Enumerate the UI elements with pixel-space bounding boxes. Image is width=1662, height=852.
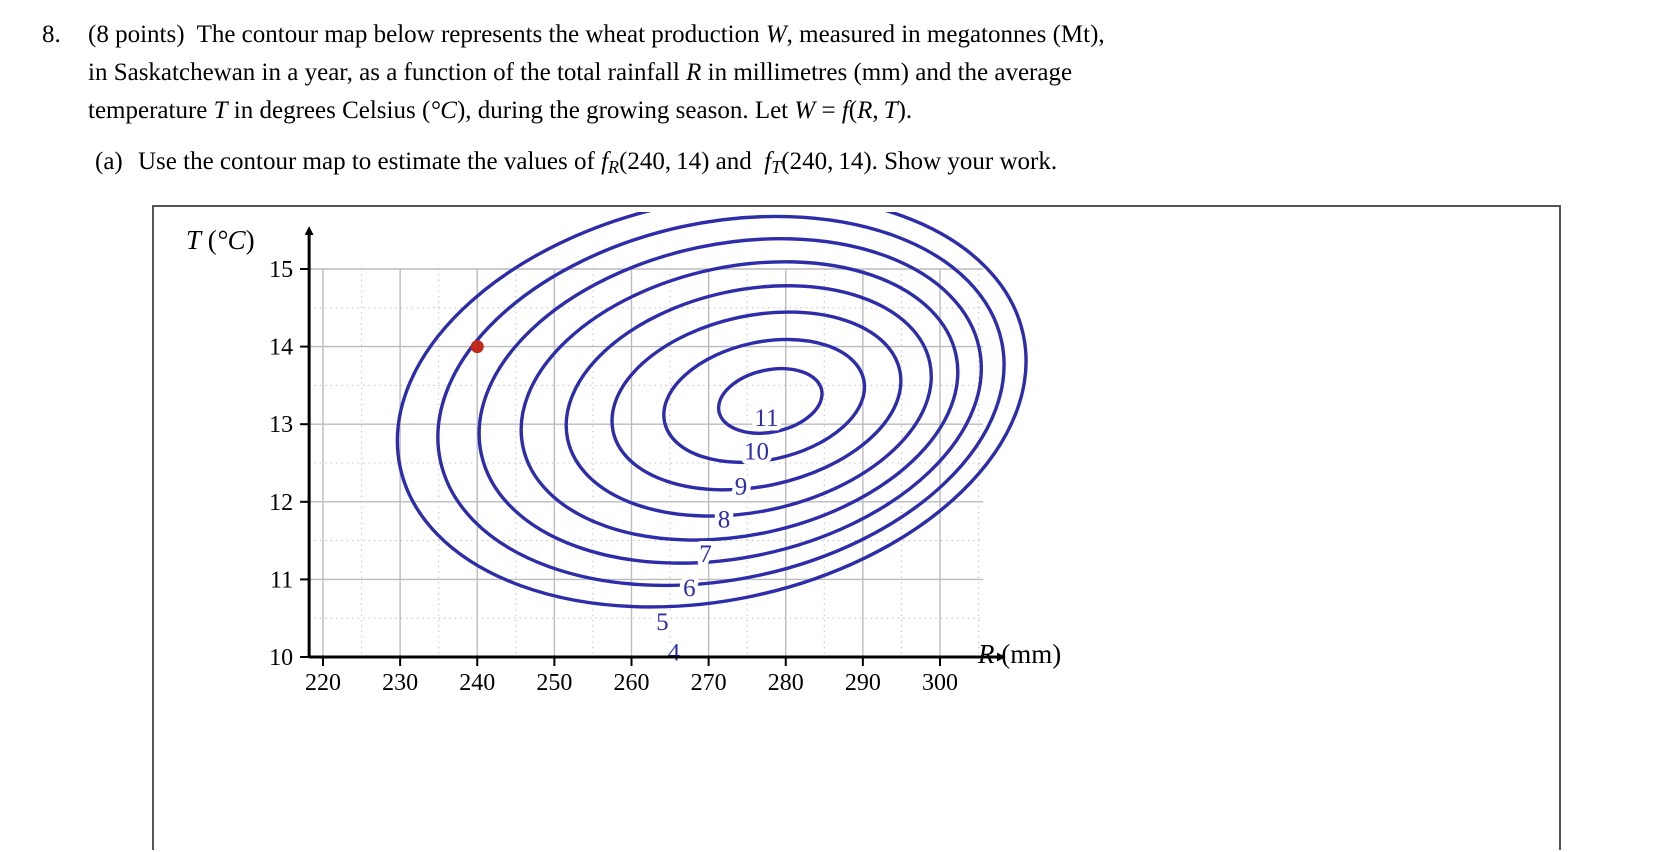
contour-label-halo: 11 <box>754 405 778 432</box>
contour-label-halo: 4 <box>668 639 681 666</box>
contour-label-halo: 7 <box>699 541 712 568</box>
contour-line-5 <box>436 214 1006 588</box>
y-tick-label-10: 10 <box>269 645 293 671</box>
contour-label-10: 10 <box>744 438 769 465</box>
problem-stem-line-1: (8 points) The contour map below represe… <box>88 21 1105 48</box>
contour-label-halo: 10 <box>744 438 769 465</box>
x-tick-label-220: 220 <box>305 670 341 696</box>
contour-label-halo: 5 <box>656 609 669 636</box>
contour-line-10 <box>662 337 867 465</box>
x-tick-label-240: 240 <box>459 670 495 696</box>
contour-line-7 <box>519 260 960 542</box>
contour-label-5: 5 <box>656 609 669 636</box>
contour-label-7: 7 <box>699 541 712 568</box>
minor-gridlines <box>309 269 984 657</box>
contour-label-halo: 8 <box>718 507 731 534</box>
y-tick-label-15: 15 <box>269 257 293 283</box>
axis-tick-labels: 220 230 240 250 260 270 280 290 300 10 11 12 13 14 15 <box>269 257 958 696</box>
problem-stem: (8 points) The contour map below represe… <box>88 16 1480 130</box>
y-tick-label-11: 11 <box>270 567 293 593</box>
contour-line-6 <box>477 237 983 565</box>
x-axis-label: R (mm) <box>978 639 1062 669</box>
x-tick-label-250: 250 <box>536 670 572 696</box>
x-tick-label-230: 230 <box>382 670 418 696</box>
x-tick-label-260: 260 <box>614 670 650 696</box>
contour-label-8: 8 <box>718 507 731 534</box>
answer-box <box>152 205 1561 850</box>
question-number: 8. <box>42 21 61 48</box>
contour-line-11 <box>716 366 824 435</box>
x-tick-label-300: 300 <box>922 670 958 696</box>
x-tick-label-280: 280 <box>768 670 804 696</box>
x-tick-label-290: 290 <box>845 670 881 696</box>
contour-map-figure: T (°C) R (mm) 4 4 5 5 6 6 7 7 8 8 9 9 10 10 11 11 220 23… <box>160 212 1160 732</box>
contour-label-9: 9 <box>735 473 748 500</box>
part-a-label: (a) <box>95 148 123 175</box>
contour-label-halo: 6 <box>683 575 696 602</box>
contour-label-6: 6 <box>683 575 696 602</box>
y-tick-label-14: 14 <box>269 335 293 361</box>
marked-point <box>470 340 484 354</box>
y-tick-label-13: 13 <box>269 412 293 438</box>
contour-line-4 <box>395 212 1028 609</box>
problem-stem-line-2: in Saskatchewan in a year, as a function… <box>88 59 1073 86</box>
contour-line-8 <box>564 284 933 518</box>
contour-label-4: 4 <box>668 639 681 666</box>
marked-point-dot <box>470 340 484 354</box>
axes <box>304 226 1006 662</box>
y-tick-label-12: 12 <box>269 490 293 516</box>
contour-lines <box>395 212 1028 609</box>
part-a-text: Use the contour map to estimate the valu… <box>138 148 1058 177</box>
axis-ticks <box>300 268 941 666</box>
x-tick-label-270: 270 <box>691 670 727 696</box>
contour-label-halo: 9 <box>735 473 748 500</box>
y-axis-label: T (°C) <box>186 225 255 255</box>
contour-line-9 <box>610 310 903 492</box>
contour-label-11: 11 <box>754 405 778 432</box>
problem-stem-line-3: temperature T in degrees Celsius (°C), d… <box>88 97 913 124</box>
